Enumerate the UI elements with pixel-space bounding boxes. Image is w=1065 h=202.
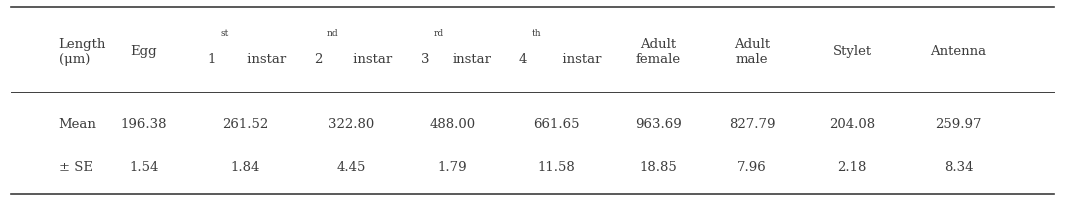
Text: 827.79: 827.79 xyxy=(728,118,775,131)
Text: 1: 1 xyxy=(208,53,216,66)
Text: 1.84: 1.84 xyxy=(230,160,260,173)
Text: 8.34: 8.34 xyxy=(944,160,973,173)
Text: 7.96: 7.96 xyxy=(737,160,767,173)
Text: 18.85: 18.85 xyxy=(639,160,677,173)
Text: instar: instar xyxy=(453,53,492,66)
Text: instar: instar xyxy=(554,53,602,66)
Text: st: st xyxy=(220,29,229,38)
Text: Stylet: Stylet xyxy=(833,45,871,58)
Text: 259.97: 259.97 xyxy=(935,118,982,131)
Text: Antenna: Antenna xyxy=(931,45,986,58)
Text: 204.08: 204.08 xyxy=(829,118,875,131)
Text: ± SE: ± SE xyxy=(59,160,93,173)
Text: 488.00: 488.00 xyxy=(429,118,476,131)
Text: Adult
male: Adult male xyxy=(734,38,770,65)
Text: th: th xyxy=(531,29,541,38)
Text: 963.69: 963.69 xyxy=(635,118,682,131)
Text: instar: instar xyxy=(349,53,393,66)
Text: 3: 3 xyxy=(421,53,429,66)
Text: 4: 4 xyxy=(519,53,527,66)
Text: 1.54: 1.54 xyxy=(129,160,159,173)
Text: nd: nd xyxy=(327,29,339,38)
Text: 322.80: 322.80 xyxy=(328,118,375,131)
Text: 2: 2 xyxy=(314,53,323,66)
Text: Egg: Egg xyxy=(130,45,158,58)
Text: 4.45: 4.45 xyxy=(337,160,366,173)
Text: instar: instar xyxy=(243,53,286,66)
Text: 261.52: 261.52 xyxy=(222,118,268,131)
Text: Adult
female: Adult female xyxy=(636,38,681,65)
Text: Length
(μm): Length (μm) xyxy=(59,38,105,65)
Text: 661.65: 661.65 xyxy=(532,118,579,131)
Text: rd: rd xyxy=(433,29,444,38)
Text: 2.18: 2.18 xyxy=(837,160,867,173)
Text: 11.58: 11.58 xyxy=(537,160,575,173)
Text: Mean: Mean xyxy=(59,118,97,131)
Text: 196.38: 196.38 xyxy=(120,118,167,131)
Text: 1.79: 1.79 xyxy=(438,160,468,173)
